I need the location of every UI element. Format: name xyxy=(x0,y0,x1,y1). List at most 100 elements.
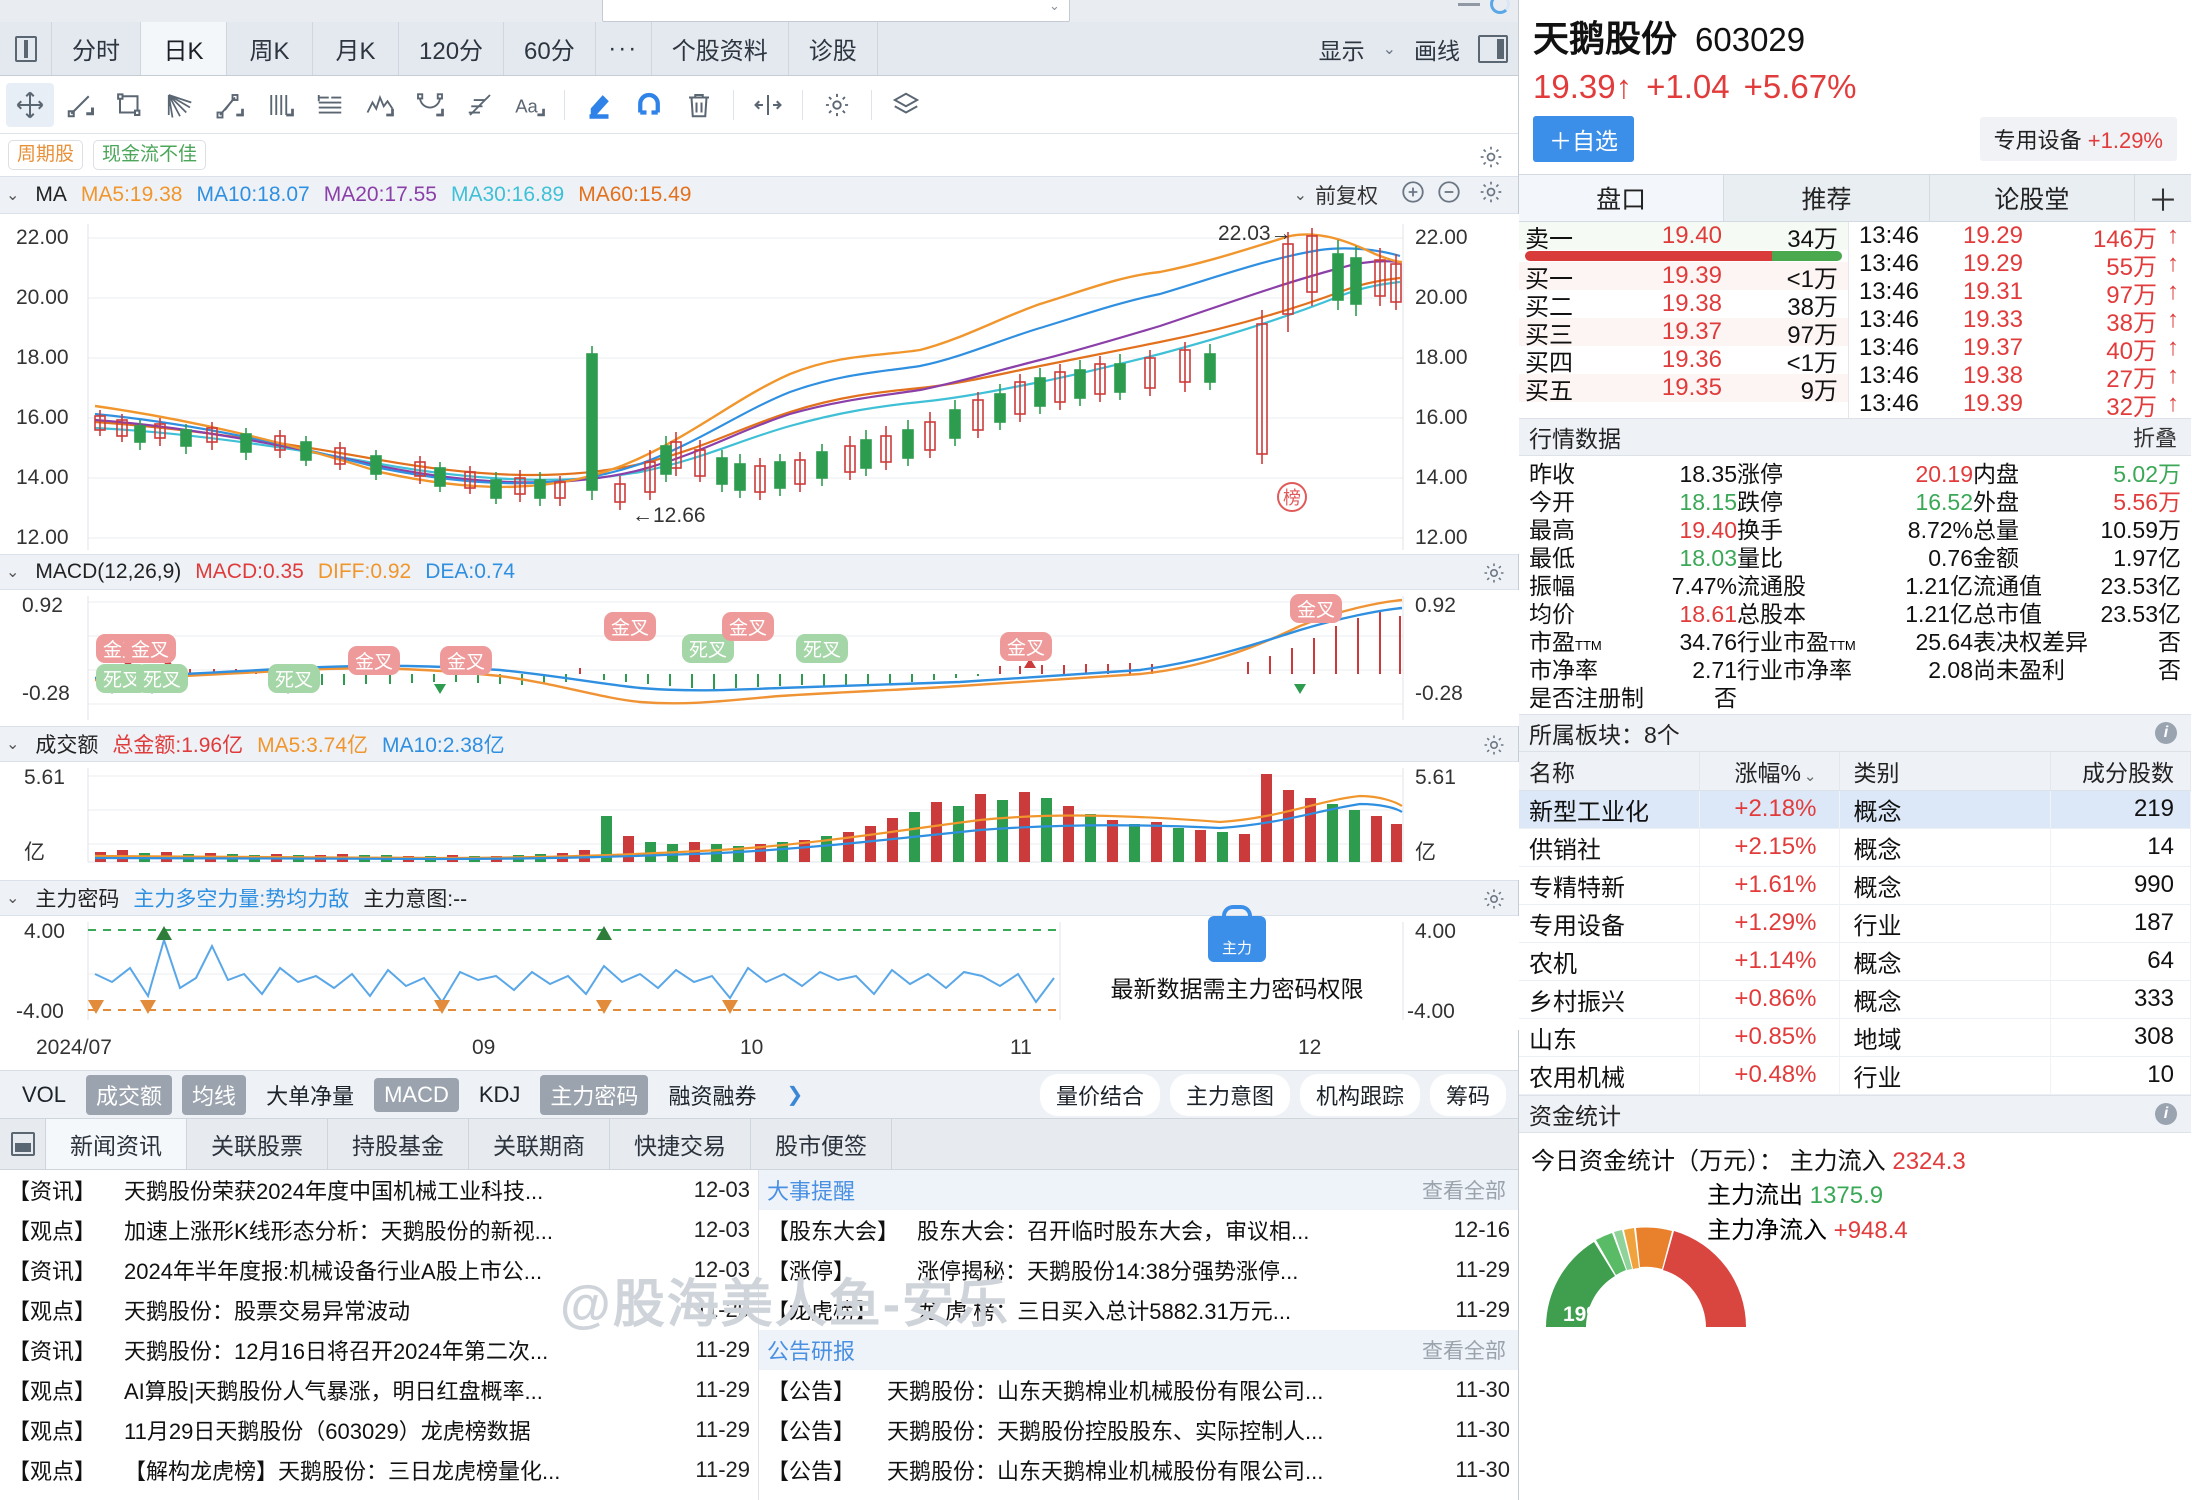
search-input[interactable]: ⌄ xyxy=(602,0,1070,22)
news-title[interactable]: 天鹅股份：12月16日将召开2024年第二次... xyxy=(124,1339,549,1364)
layers-icon[interactable] xyxy=(882,83,930,127)
col-name[interactable]: 名称 xyxy=(1519,752,1700,791)
text-note-icon[interactable] xyxy=(306,83,354,127)
chip-price-volume[interactable]: 量价结合 xyxy=(1039,1073,1160,1116)
news-title[interactable]: 天鹅股份：股票交易异常波动 xyxy=(124,1299,411,1324)
crosshair-move-icon[interactable] xyxy=(6,82,54,127)
btab-related-futures[interactable]: 关联期商 xyxy=(469,1119,610,1169)
chip-institution-track[interactable]: 机构跟踪 xyxy=(1299,1073,1420,1116)
macd-chart-pane[interactable]: 0.92 -0.28 0.92 -0.28 金叉 金叉 死叉 死叉 死叉 金叉 … xyxy=(0,590,1519,726)
news-title[interactable]: 11月29日天鹅股份（603029）龙虎榜数据 xyxy=(124,1419,531,1444)
news-title[interactable]: 天鹅股份：山东天鹅棉业机械股份有限公司... xyxy=(887,1459,1324,1484)
drawline-button[interactable]: 画线 xyxy=(1414,37,1460,64)
gear-icon[interactable] xyxy=(1478,144,1504,175)
gann-fan-icon[interactable] xyxy=(456,83,504,127)
table-row[interactable]: 乡村振兴 +0.86% 概念 333 xyxy=(1519,980,2191,1019)
list-item[interactable]: 【股东大会】 股东大会：召开临时股东大会，审议相... 12-16 xyxy=(759,1210,1518,1250)
table-row[interactable]: 供销社 +2.15% 概念 14 xyxy=(1519,828,2191,867)
add-tab-button[interactable]: ＋ xyxy=(2147,185,2178,218)
news-title[interactable]: 天鹅股份：山东天鹅棉业机械股份有限公司... xyxy=(887,1379,1324,1404)
info-icon[interactable]: i xyxy=(2155,1102,2177,1125)
collapse-button[interactable]: 折叠 xyxy=(2132,426,2177,451)
chevron-down-icon[interactable]: ⌄ xyxy=(6,187,20,204)
tab-forum[interactable]: 论股堂 xyxy=(1930,175,2135,221)
period-tab-zhouk[interactable]: 周K xyxy=(227,22,313,75)
news-title[interactable]: 2024年半年度报:机械设备行业A股上市公... xyxy=(124,1259,543,1284)
news-title[interactable]: 【解构龙虎榜】天鹅股份：三日龙虎榜量化... xyxy=(124,1459,561,1484)
list-item[interactable]: 【观点】 【解构龙虎榜】天鹅股份：三日龙虎榜量化... 11-29 xyxy=(0,1450,758,1490)
chip-ma[interactable]: 均线 xyxy=(182,1074,247,1115)
list-item[interactable]: 【公告】 天鹅股份：山东天鹅棉业机械股份有限公司... 11-30 xyxy=(759,1370,1518,1410)
table-row[interactable]: 专用设备 +1.29% 行业 187 xyxy=(1519,904,2191,943)
list-item[interactable]: 【涨停】 涨停揭秘：天鹅股份14:38分强势涨停... 11-29 xyxy=(759,1250,1518,1290)
chevron-down-icon[interactable]: ⌄ xyxy=(1293,187,1307,204)
news-title[interactable]: 股东大会：召开临时股东大会，审议相... xyxy=(917,1219,1310,1244)
gear-icon[interactable] xyxy=(1482,887,1506,917)
gear-icon[interactable] xyxy=(1482,561,1506,591)
news-title[interactable]: 加速上涨形K线形态分析：天鹅股份的新视... xyxy=(124,1219,554,1244)
zoom-in-icon[interactable] xyxy=(1400,179,1426,211)
period-more-button[interactable]: ··· xyxy=(596,22,652,75)
gear-icon[interactable] xyxy=(1478,179,1504,211)
zlmm-locked-overlay[interactable]: 主力 最新数据需主力密码权限 xyxy=(1072,916,1402,1004)
chip-vol[interactable]: VOL xyxy=(22,1081,67,1107)
magnet-icon[interactable] xyxy=(625,83,673,127)
tag-cashflow[interactable]: 现金流不佳 xyxy=(93,140,207,170)
chip-amount[interactable]: 成交额 xyxy=(86,1074,173,1115)
orderbook-row-buy1[interactable]: 买一 19.39 <1万 xyxy=(1519,262,1848,293)
delete-icon[interactable] xyxy=(675,83,723,127)
chip-next-arrow-icon[interactable]: ❯ xyxy=(786,1084,804,1106)
chip-zlmm[interactable]: 主力密码 xyxy=(540,1074,649,1115)
tab-stock-info[interactable]: 个股资料 xyxy=(652,22,789,75)
orderbook-row-buy2[interactable]: 买二 19.38 38万 xyxy=(1519,290,1848,321)
chevron-down-icon[interactable]: ⌄ xyxy=(6,890,20,907)
table-row[interactable]: 农机 +1.14% 概念 64 xyxy=(1519,942,2191,981)
price-chart-pane[interactable]: 22.00 20.00 18.00 16.00 14.00 12.00 22.0… xyxy=(0,214,1519,554)
trendline-icon[interactable] xyxy=(56,83,104,127)
rectangle-icon[interactable] xyxy=(106,83,154,127)
btab-news[interactable]: 新闻资讯 xyxy=(46,1119,187,1169)
wave-icon[interactable] xyxy=(356,83,404,127)
vertical-lines-icon[interactable] xyxy=(256,83,304,127)
arc-icon[interactable] xyxy=(406,83,454,127)
table-row[interactable]: 专精特新 +1.61% 概念 990 xyxy=(1519,866,2191,905)
tab-recommend[interactable]: 推荐 xyxy=(1724,175,1930,221)
period-tab-120m[interactable]: 120分 xyxy=(399,22,505,75)
zoom-out-icon[interactable] xyxy=(1436,179,1462,211)
chip-chips[interactable]: 筹码 xyxy=(1429,1073,1506,1116)
status-badge[interactable]: 专用设备 +1.29% xyxy=(1979,117,2177,161)
tab-diagnose-stock[interactable]: 诊股 xyxy=(789,22,878,75)
btab-related-stocks[interactable]: 关联股票 xyxy=(187,1119,328,1169)
period-tab-rik[interactable]: 日K xyxy=(141,22,227,75)
list-item[interactable]: 【资讯】 天鹅股份：12月16日将召开2024年第二次... 11-29 xyxy=(0,1330,758,1370)
col-category[interactable]: 类别 xyxy=(1839,752,2051,791)
table-row[interactable]: 新型工业化 +2.18% 概念 219 xyxy=(1519,790,2191,829)
list-item[interactable]: 【资讯】 天鹅股份荣获2024年度中国机械工业科技... 12-03 xyxy=(0,1170,758,1210)
news-title[interactable]: 龙 虎 榜：三日买入总计5882.31万元... xyxy=(917,1299,1292,1324)
tick-list[interactable]: 13:46 19.29 146万 ↑ 13:46 19.29 55万 ↑ 13:… xyxy=(1847,222,2191,421)
tag-cyclical[interactable]: 周期股 xyxy=(8,140,84,170)
volume-chart-pane[interactable]: 5.61 亿 5.61 亿 @股海美人鱼-安乐 xyxy=(0,762,1519,1334)
list-item[interactable]: 【资讯】 2024年半年度报:机械设备行业A股上市公... 12-03 xyxy=(0,1250,758,1290)
expand-horizontal-icon[interactable] xyxy=(744,83,792,127)
pitchfork-icon[interactable] xyxy=(206,83,254,127)
period-tab-fenshi[interactable]: 分时 xyxy=(52,22,141,75)
list-item[interactable]: 【公告】 天鹅股份：山东天鹅棉业机械股份有限公司... 11-30 xyxy=(759,1450,1518,1490)
panel-collapse-icon[interactable] xyxy=(0,1119,46,1169)
pen-highlight-icon[interactable] xyxy=(575,83,623,127)
news-title[interactable]: 涨停揭秘：天鹅股份14:38分强势涨停... xyxy=(917,1259,1299,1284)
tab-orderbook[interactable]: 盘口 xyxy=(1519,175,1725,221)
display-menu-label[interactable]: 显示 xyxy=(1318,37,1365,64)
list-item[interactable]: 【龙虎榜】 龙 虎 榜：三日买入总计5882.31万元... 11-29 xyxy=(759,1290,1518,1330)
view-all-link[interactable]: 查看全部 xyxy=(1422,1340,1506,1363)
btab-quick-trade[interactable]: 快捷交易 xyxy=(610,1119,751,1169)
orderbook-row-sell1[interactable]: 卖一 19.40 34万 xyxy=(1519,222,1848,253)
chevron-down-icon[interactable]: ⌄ xyxy=(6,564,20,581)
orderbook-row-buy3[interactable]: 买三 19.37 97万 xyxy=(1519,318,1848,349)
chip-main-intent[interactable]: 主力意图 xyxy=(1169,1073,1290,1116)
btab-holding-funds[interactable]: 持股基金 xyxy=(328,1119,469,1169)
chip-margin-trading[interactable]: 融资融券 xyxy=(668,1083,757,1109)
rank-badge-icon[interactable]: 榜 xyxy=(1277,482,1307,512)
gear-icon[interactable] xyxy=(813,83,861,127)
fan-lines-icon[interactable] xyxy=(156,83,204,127)
